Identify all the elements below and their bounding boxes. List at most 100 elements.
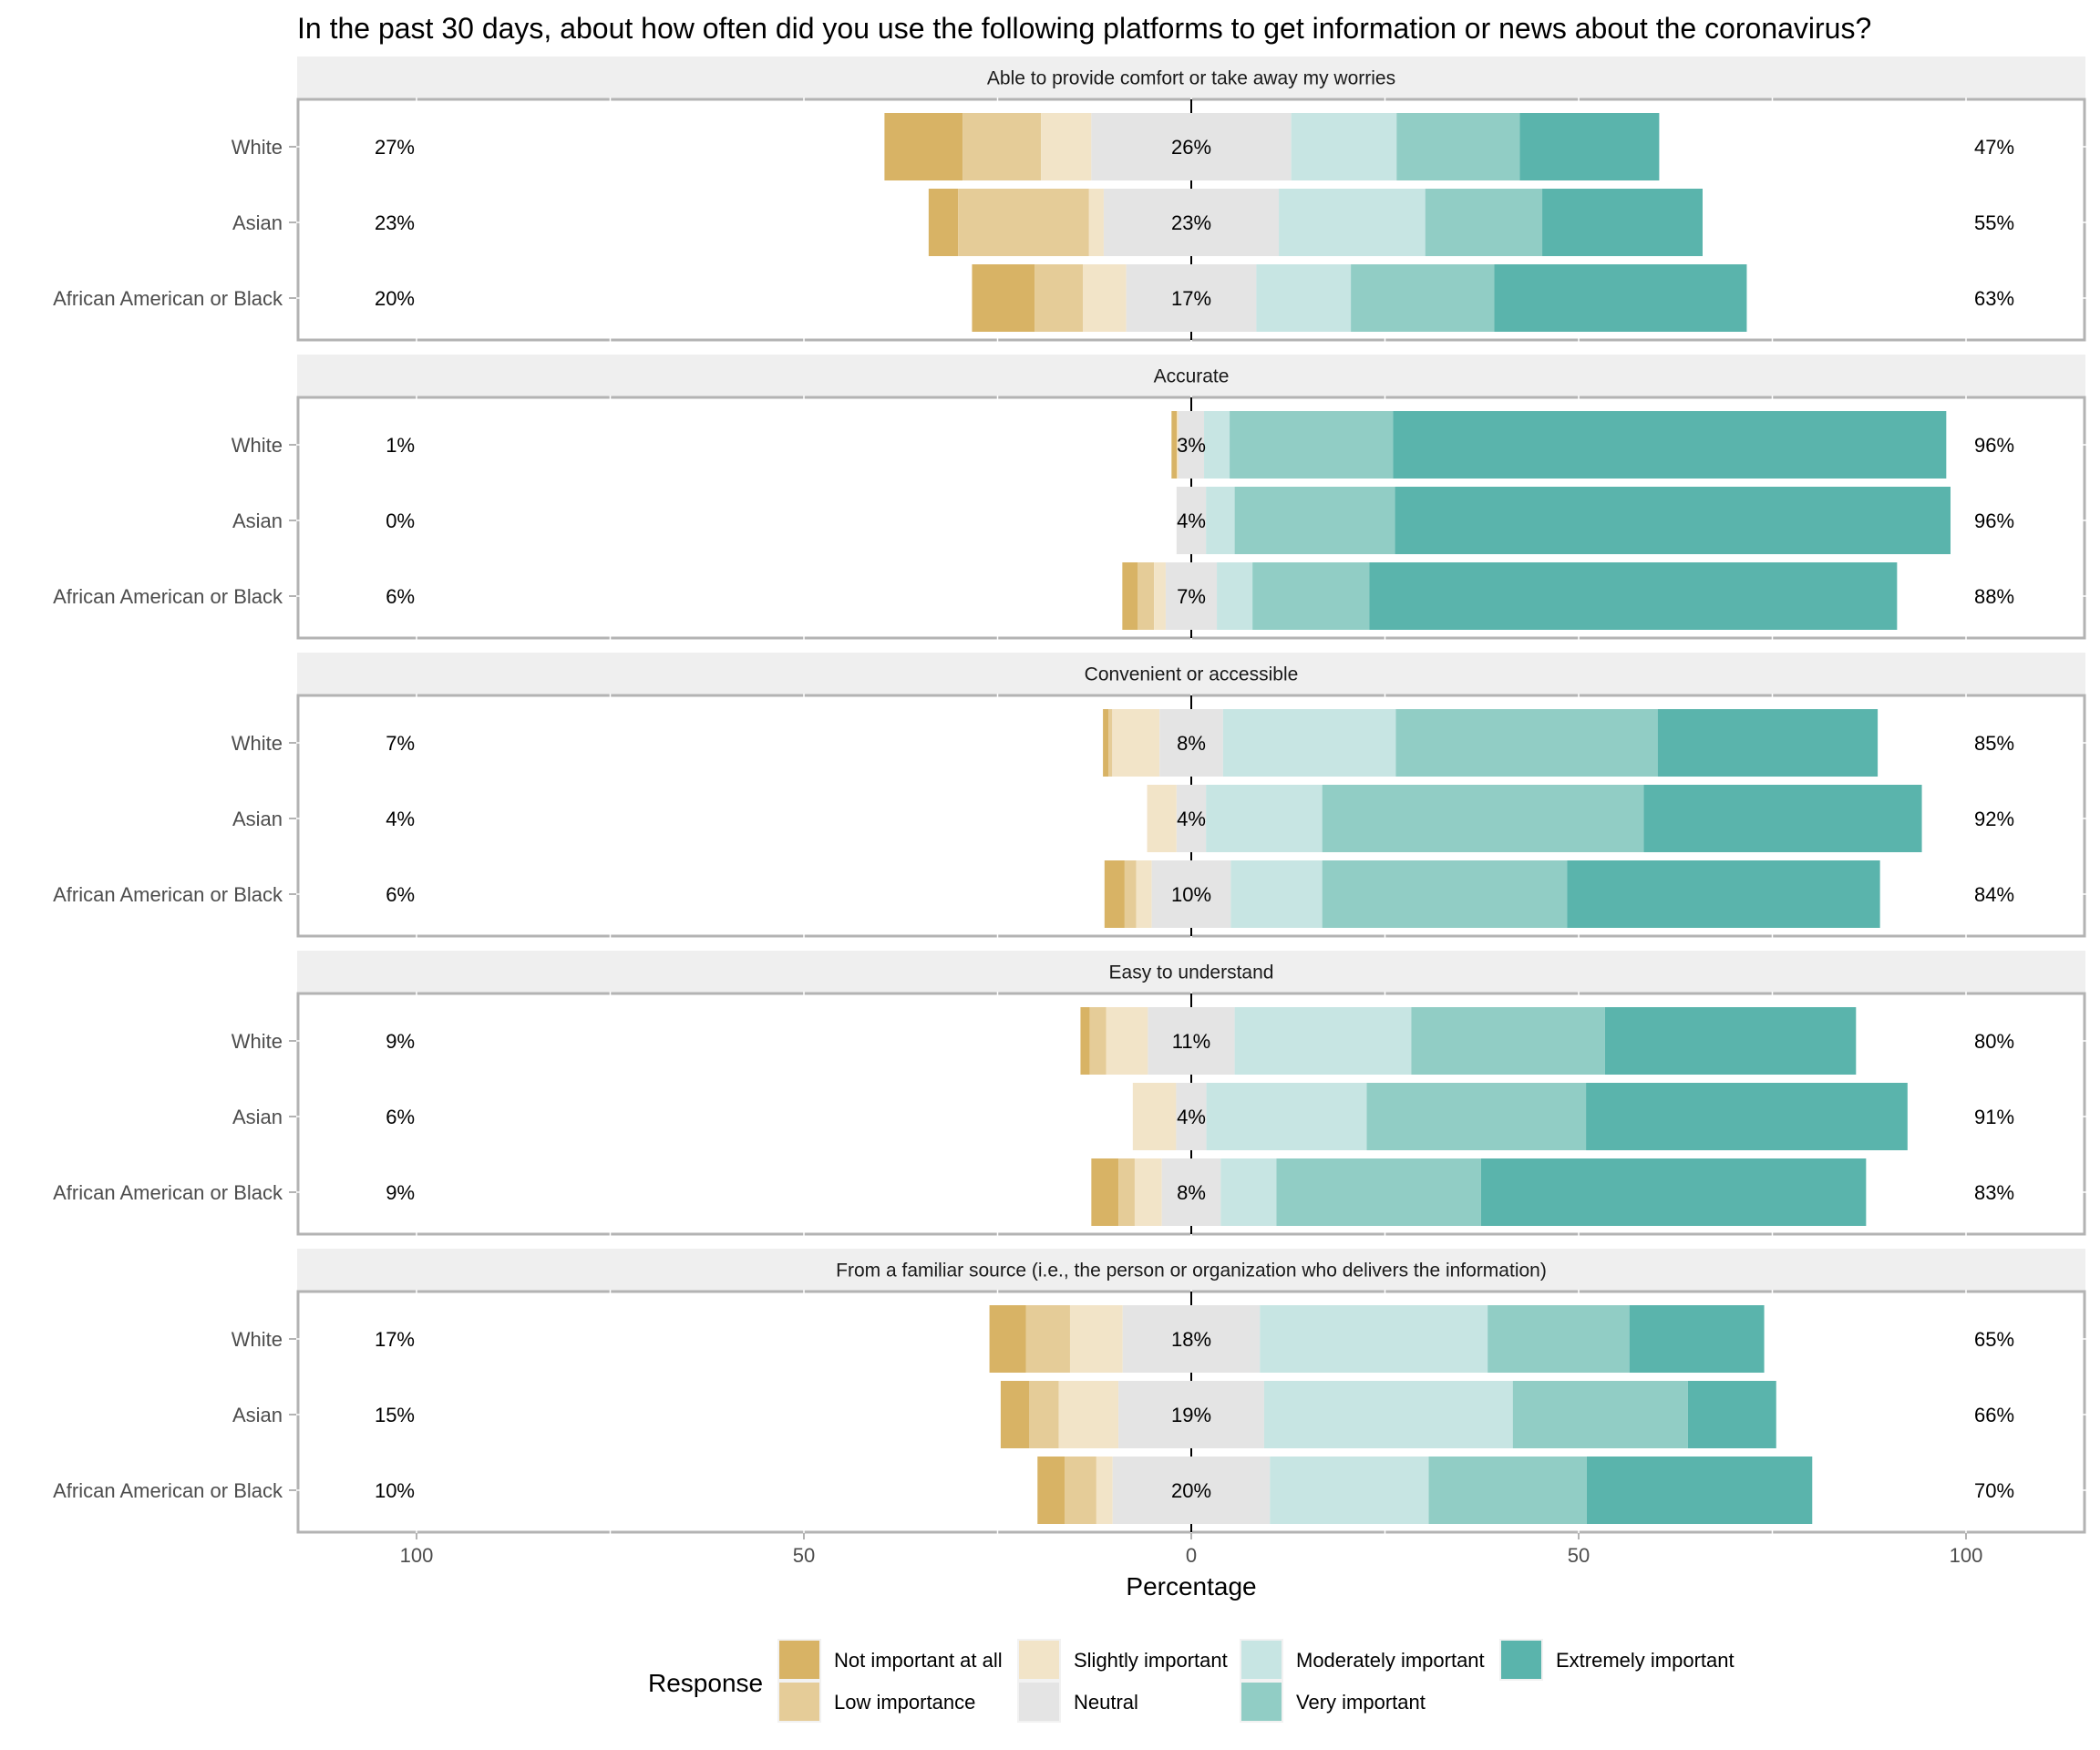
bar-segment-low-importance [1138,562,1155,630]
left-percent-label: 6% [386,585,415,608]
legend-swatch [1241,1683,1282,1721]
row-white: White 27% 26% 47% [232,113,2014,180]
bar-segment-slightly-important [1096,1457,1113,1524]
bar-segment-very-important [1322,860,1568,928]
row-asian: Asian 15% 19% 66% [232,1381,2014,1448]
bar-segment-moderately-important [1222,709,1396,777]
facet-strip [297,1249,2085,1292]
neutral-percent-label: 10% [1171,883,1211,906]
y-tick-label: White [232,1030,283,1053]
facet-panels: Able to provide comfort or take away my … [53,57,2086,1534]
row-white: White 9% 11% 80% [232,1007,2014,1075]
x-tick-label: 100 [1950,1544,1983,1567]
bar-segment-extremely-important [1586,1083,1908,1150]
legend-label: Not important at all [834,1649,1003,1672]
facet-strip-label: Convenient or accessible [1085,664,1299,685]
bar-segment-low-importance [958,189,1089,256]
left-percent-label: 9% [386,1030,415,1053]
row-white: White 7% 8% 85% [232,709,2014,777]
right-percent-label: 55% [1974,211,2014,234]
legend-item-moderately-important: Moderately important [1240,1639,1485,1681]
row-asian: Asian 6% 4% 91% [232,1083,2014,1150]
bar-segment-low-importance [1025,1305,1070,1373]
bar-segment-not-important-at-all [1000,1381,1030,1448]
bar-segment-moderately-important [1204,411,1230,479]
left-percent-label: 6% [386,1106,415,1128]
left-percent-label: 1% [386,434,415,457]
legend-label: Neutral [1074,1691,1138,1714]
legend-item-not-important-at-all: Not important at all [777,1639,1003,1681]
neutral-percent-label: 17% [1171,287,1211,310]
bar-segment-low-importance [1029,1381,1059,1448]
legend-label: Low importance [834,1691,975,1714]
bar-segment-neutral [1091,113,1292,180]
facet-accurate: Accurate White 1% 3% 96% Asian 0% 4% 96% African … [53,355,2086,640]
bar-segment-neutral [1151,860,1231,928]
facet-strip [297,355,2085,397]
neutral-percent-label: 4% [1177,1106,1206,1128]
legend-label: Slightly important [1074,1649,1228,1672]
bar-segment-low-importance [1108,709,1113,777]
bar-segment-not-important-at-all [972,264,1035,332]
bar-segment-low-importance [1118,1158,1135,1226]
bar-segment-very-important [1230,411,1394,479]
bar-segment-very-important [1425,189,1543,256]
bar-segment-moderately-important [1230,860,1323,928]
right-percent-label: 65% [1974,1328,2014,1351]
left-percent-label: 15% [375,1404,415,1426]
y-tick-label: African American or Black [53,1181,283,1204]
bar-segment-extremely-important [1604,1007,1857,1075]
legend-swatch [1019,1683,1059,1721]
bar-segment-moderately-important [1206,785,1323,852]
bar-segment-extremely-important [1586,1457,1813,1524]
bar-segment-neutral [1178,411,1205,479]
row-african-american-or-black: African American or Black 6% 10% 84% [53,860,2014,928]
bar-segment-slightly-important [1088,189,1104,256]
bar-segment-very-important [1252,562,1370,630]
bar-segment-very-important [1322,785,1644,852]
chart-title: In the past 30 days, about how often did… [297,12,1871,45]
right-percent-label: 63% [1974,287,2014,310]
right-percent-label: 66% [1974,1404,2014,1426]
bar-segment-low-importance [962,113,1042,180]
legend-swatch [779,1641,819,1679]
row-white: White 17% 18% 65% [232,1305,2014,1373]
bar-segment-neutral [1126,264,1257,332]
bar-segment-slightly-important [1058,1381,1119,1448]
bar-segment-not-important-at-all [1103,709,1109,777]
bar-segment-not-important-at-all [928,189,959,256]
bar-segment-moderately-important [1256,264,1352,332]
right-percent-label: 88% [1974,585,2014,608]
bar-segment-very-important [1512,1381,1688,1448]
facet-strip [297,653,2085,695]
bar-segment-very-important [1234,487,1395,554]
bar-segment-moderately-important [1217,562,1253,630]
x-axis: 100 50 0 50 100 [400,1533,1983,1567]
bar-segment-neutral [1176,1083,1207,1150]
left-percent-label: 17% [375,1328,415,1351]
x-tick-label: 100 [400,1544,434,1567]
bar-segment-extremely-important [1643,785,1922,852]
bar-segment-very-important [1395,709,1658,777]
right-percent-label: 83% [1974,1181,2014,1204]
row-african-american-or-black: African American or Black 6% 7% 88% [53,562,2014,630]
bar-segment-not-important-at-all [1122,562,1138,630]
left-percent-label: 10% [375,1479,415,1502]
y-tick-label: Asian [232,211,283,234]
y-tick-label: African American or Black [53,1479,283,1502]
bar-segment-slightly-important [1134,1158,1162,1226]
neutral-percent-label: 4% [1177,808,1206,830]
y-tick-label: Asian [232,1404,283,1426]
bar-segment-low-importance [1124,860,1137,928]
bar-segment-slightly-important [1147,785,1177,852]
bar-segment-slightly-important [1112,709,1160,777]
legend-label: Extremely important [1556,1649,1735,1672]
bar-segment-moderately-important [1206,487,1235,554]
bar-segment-extremely-important [1629,1305,1765,1373]
bar-segment-moderately-important [1270,1457,1429,1524]
legend-items: Not important at all Low importance Slight… [777,1639,1735,1723]
legend-item-slightly-important: Slightly important [1017,1639,1228,1681]
right-percent-label: 92% [1974,808,2014,830]
legend-swatch [779,1683,819,1721]
